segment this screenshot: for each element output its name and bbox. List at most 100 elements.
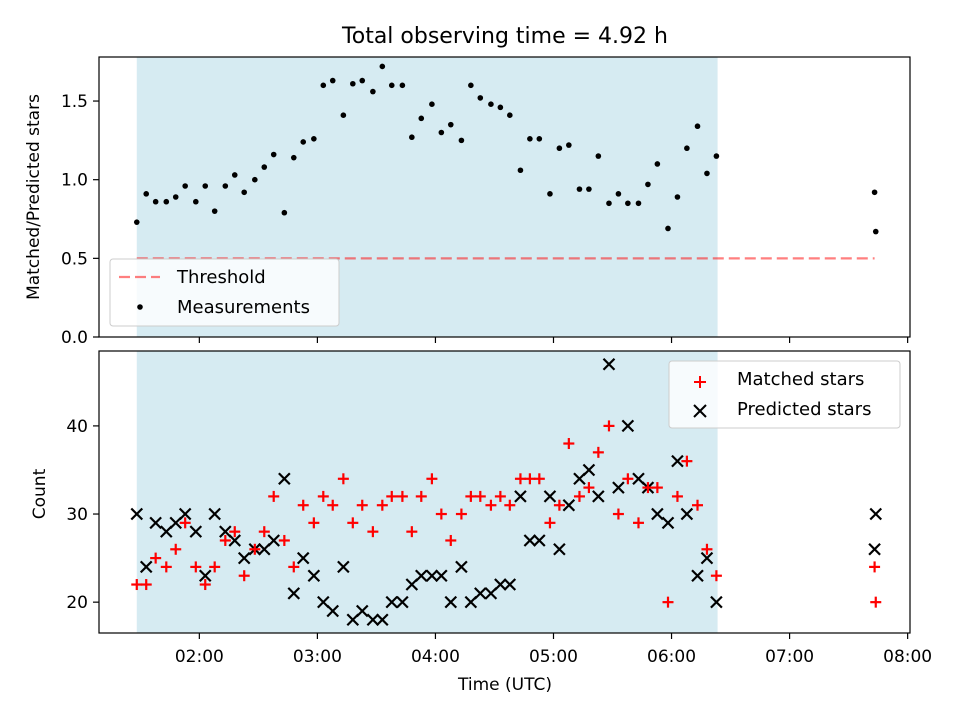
predicted-star-point bbox=[582, 463, 596, 477]
matched-star-point bbox=[199, 579, 211, 591]
predicted-star-point bbox=[533, 534, 546, 547]
predicted-star-point bbox=[455, 560, 468, 574]
top-x-ticks bbox=[198, 337, 909, 343]
bottom-y-ticks: 20 30 40 bbox=[66, 417, 99, 613]
measurement-point bbox=[566, 142, 572, 148]
measurement-point bbox=[172, 194, 179, 200]
matched-star-point bbox=[563, 438, 575, 450]
matched-star-point bbox=[465, 490, 477, 502]
matched-star-point bbox=[415, 490, 427, 502]
matched-star-point bbox=[308, 517, 320, 529]
y-tick-label: 0.0 bbox=[61, 328, 88, 348]
measurement-point bbox=[193, 198, 199, 205]
measurement-point bbox=[438, 129, 445, 136]
measurement-point bbox=[418, 115, 425, 122]
measurement-point bbox=[152, 198, 159, 205]
matched-star-point bbox=[317, 490, 329, 502]
measurement-point bbox=[379, 63, 386, 70]
measurement-point bbox=[359, 77, 366, 84]
top-plot-frame bbox=[98, 56, 911, 338]
predicted-star-point bbox=[680, 507, 694, 521]
measurement-point bbox=[871, 189, 878, 196]
measurement-point bbox=[270, 151, 277, 158]
predicted-star-point bbox=[385, 595, 399, 609]
measurement-point bbox=[320, 82, 327, 89]
measurement-point bbox=[468, 82, 474, 89]
predicted-star-point bbox=[553, 543, 566, 556]
x-tick-label: 03:00 bbox=[293, 647, 342, 667]
predicted-star-point bbox=[228, 534, 242, 547]
predicted-star-point bbox=[869, 507, 883, 521]
matched-star-point bbox=[238, 570, 250, 582]
matched-star-point bbox=[367, 526, 379, 538]
y-tick-label: 20 bbox=[66, 593, 88, 613]
matched-star-point bbox=[396, 490, 408, 502]
matched-star-point bbox=[485, 499, 497, 511]
matched-star-point bbox=[544, 517, 556, 529]
matched-star-point bbox=[681, 455, 693, 467]
measurement-point bbox=[507, 112, 513, 119]
legend-predicted-label: Predicted stars bbox=[737, 399, 871, 420]
measurement-point bbox=[290, 154, 297, 161]
predicted-star-point bbox=[326, 604, 340, 618]
measurement-point bbox=[674, 194, 681, 200]
matched-star-point bbox=[445, 534, 457, 546]
x-tick-label: 02:00 bbox=[175, 647, 224, 667]
measurement-point bbox=[399, 82, 406, 89]
measurement-point bbox=[340, 112, 347, 119]
matched-star-point bbox=[347, 517, 359, 529]
legend-matched-label: Matched stars bbox=[737, 369, 864, 390]
measurement-point bbox=[497, 104, 504, 111]
measurement-point bbox=[536, 135, 543, 142]
predicted-star-point bbox=[700, 551, 714, 565]
measurement-point bbox=[202, 183, 209, 189]
predicted-star-point bbox=[661, 516, 675, 530]
y-tick-label: 1.0 bbox=[61, 171, 88, 191]
legend-threshold-label: Threshold bbox=[176, 267, 266, 288]
measurement-point bbox=[527, 135, 533, 142]
measurement-point bbox=[281, 209, 288, 216]
matched-star-point bbox=[692, 499, 704, 511]
predicted-star-point bbox=[189, 525, 203, 538]
predicted-star-point bbox=[267, 534, 280, 547]
matched-star-point bbox=[170, 543, 182, 555]
measurement-point bbox=[872, 228, 879, 235]
predicted-star-point bbox=[621, 419, 635, 433]
measurement-point bbox=[704, 170, 710, 177]
matched-star-point bbox=[504, 499, 516, 511]
matched-star-point bbox=[160, 561, 172, 573]
matched-star-point bbox=[455, 508, 467, 520]
predicted-star-point bbox=[474, 587, 487, 600]
matched-star-point bbox=[474, 490, 486, 502]
figure-title: Total observing time = 4.92 h bbox=[341, 24, 668, 49]
legend-measurements-label: Measurements bbox=[177, 297, 310, 318]
measurement-point bbox=[350, 80, 356, 87]
matched-star-point bbox=[524, 473, 536, 485]
measurement-point bbox=[684, 145, 690, 152]
measurement-point bbox=[635, 200, 642, 207]
measurement-point bbox=[261, 164, 268, 170]
measurement-point bbox=[547, 191, 553, 197]
measurement-point bbox=[252, 176, 258, 183]
matched-star-point bbox=[662, 596, 674, 608]
measurement-point bbox=[665, 225, 671, 232]
matched-star-point bbox=[337, 473, 349, 485]
bottom-y-axis-label: Count bbox=[30, 468, 50, 519]
predicted-star-point bbox=[592, 490, 605, 503]
top-legend-box bbox=[109, 258, 340, 327]
predicted-star-point bbox=[307, 569, 321, 582]
measurement-point bbox=[654, 161, 661, 167]
predicted-star-point bbox=[503, 578, 517, 591]
matched-star-point bbox=[249, 543, 261, 555]
matched-star-point bbox=[651, 482, 663, 494]
predicted-star-point bbox=[198, 569, 212, 582]
matched-star-point bbox=[553, 499, 565, 511]
legend-measurements-swatch bbox=[137, 304, 143, 310]
matched-star-point bbox=[533, 473, 545, 485]
predicted-star-point bbox=[602, 357, 616, 371]
bottom-legend: Matched stars Predicted stars bbox=[668, 360, 901, 429]
measurement-point bbox=[409, 134, 415, 141]
matched-star-point bbox=[229, 526, 241, 538]
count-points bbox=[130, 357, 883, 627]
matched-star-point bbox=[278, 534, 290, 546]
